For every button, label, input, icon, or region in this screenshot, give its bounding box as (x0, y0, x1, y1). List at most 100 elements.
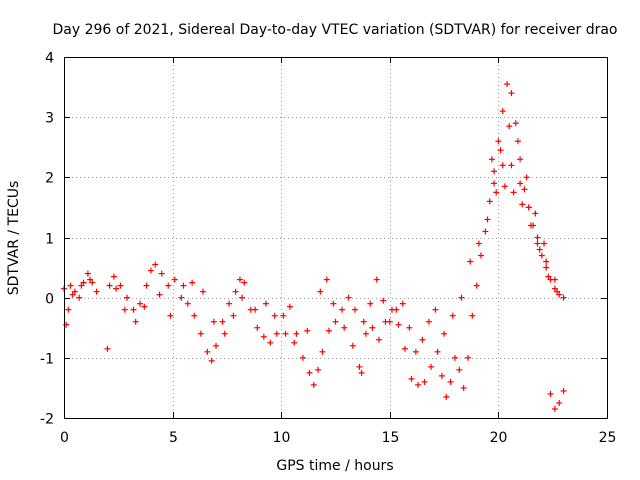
data-point (514, 138, 521, 145)
y-tick-label: 2 (45, 171, 54, 187)
data-point (521, 186, 528, 193)
data-point (532, 210, 539, 217)
data-point (425, 318, 432, 325)
data-point (171, 276, 178, 283)
data-point (556, 291, 563, 298)
data-point (76, 294, 83, 301)
data-point (67, 282, 74, 289)
data-point (330, 300, 337, 307)
y-tick-label: 4 (45, 51, 54, 67)
data-point (280, 312, 287, 319)
data-point (117, 282, 124, 289)
data-point (486, 198, 493, 205)
data-point (438, 372, 445, 379)
data-point (241, 279, 248, 286)
data-point (352, 306, 359, 313)
data-point (356, 363, 363, 370)
data-point (230, 312, 237, 319)
data-point (69, 291, 76, 298)
data-point (317, 288, 324, 295)
data-point (495, 138, 502, 145)
data-point (517, 156, 524, 163)
data-point (180, 282, 187, 289)
data-point (491, 168, 498, 175)
data-point (517, 180, 524, 187)
data-point (560, 294, 567, 301)
data-point (491, 180, 498, 187)
data-point (412, 348, 419, 355)
data-point (65, 306, 72, 313)
data-point (267, 339, 274, 346)
data-point (254, 324, 261, 331)
data-point (358, 369, 365, 376)
y-tick-label: 1 (45, 232, 54, 248)
data-point (421, 378, 428, 385)
grid (64, 57, 607, 418)
y-tick-label: 0 (45, 292, 54, 308)
data-point (93, 288, 100, 295)
data-point (167, 312, 174, 319)
data-point (221, 330, 228, 337)
data-point (367, 300, 374, 307)
data-point (469, 312, 476, 319)
data-point (232, 288, 239, 295)
data-point (419, 336, 426, 343)
data-point (508, 90, 515, 97)
data-point (121, 306, 128, 313)
data-point (375, 336, 382, 343)
data-point (464, 354, 471, 361)
data-point (534, 234, 541, 241)
data-point (554, 288, 561, 295)
data-point (527, 222, 534, 229)
x-tick-label: 5 (169, 430, 178, 446)
data-point (443, 393, 450, 400)
data-point (262, 300, 269, 307)
data-point (319, 348, 326, 355)
data-point (497, 147, 504, 154)
data-point (408, 375, 415, 382)
data-point (482, 228, 489, 235)
data-point (510, 189, 517, 196)
data-point (189, 279, 196, 286)
data-point (106, 282, 113, 289)
data-point (380, 297, 387, 304)
data-point (293, 330, 300, 337)
data-point (236, 276, 243, 283)
data-point (252, 306, 259, 313)
data-point (538, 252, 545, 259)
x-tick-label: 10 (273, 430, 291, 446)
y-tick-label: 3 (45, 111, 54, 127)
data-point (373, 276, 380, 283)
data-point (260, 333, 267, 340)
data-point (204, 348, 211, 355)
data-point (369, 324, 376, 331)
data-point (501, 183, 508, 190)
data-point (458, 294, 465, 301)
data-point (349, 342, 356, 349)
data-point (315, 366, 322, 373)
data-point (536, 246, 543, 253)
data-point (432, 306, 439, 313)
data-series (61, 81, 567, 412)
data-point (345, 294, 352, 301)
data-point (191, 312, 198, 319)
data-point (304, 327, 311, 334)
data-point (213, 342, 220, 349)
data-point (543, 258, 550, 265)
data-point (551, 285, 558, 292)
data-point (519, 201, 526, 208)
data-point (200, 288, 207, 295)
data-point (393, 306, 400, 313)
x-tick-label: 15 (382, 430, 400, 446)
data-point (473, 282, 480, 289)
data-point (306, 369, 313, 376)
data-point (158, 270, 165, 277)
y-tick-label: -2 (40, 412, 54, 428)
data-point (547, 390, 554, 397)
axis-ticks: 0 5 10 15 20 25 -2 -1 0 1 2 3 4 (40, 51, 616, 447)
data-point (556, 399, 563, 406)
data-point (525, 204, 532, 211)
data-point (87, 276, 94, 283)
data-point (415, 381, 422, 388)
data-point (543, 264, 550, 271)
